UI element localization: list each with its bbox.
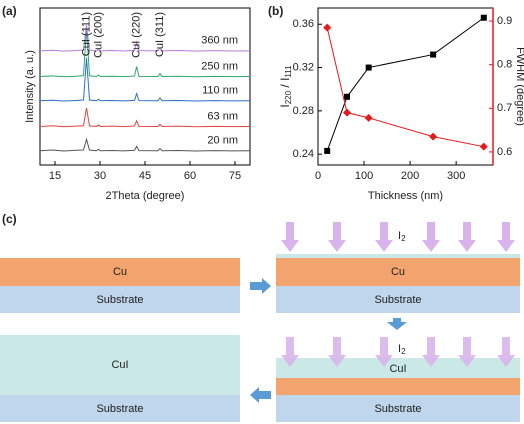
point <box>480 14 487 21</box>
peak-annotation: CuI (200) <box>92 12 104 58</box>
cui-layer <box>276 254 520 258</box>
layer-label: Cu <box>113 266 127 278</box>
y-tick-label: 0.32 <box>293 61 314 73</box>
reagent-label: I2 <box>398 230 406 243</box>
reagent: I <box>398 343 401 355</box>
series-line <box>326 17 485 152</box>
substrate <box>0 395 240 422</box>
y2-tick-label: 0.9 <box>497 15 512 27</box>
x-tick-label: 60 <box>184 170 196 182</box>
series-line <box>39 57 251 102</box>
peak-annotation: CuI (220) <box>131 12 143 58</box>
arrow <box>250 278 271 294</box>
y-axis-label-part: 111 <box>284 65 293 78</box>
series-line <box>39 27 251 78</box>
cu-layer <box>276 258 520 286</box>
series-line <box>326 27 484 148</box>
y-tick-label: 0.24 <box>293 148 314 160</box>
y2-tick-label: 0.6 <box>497 146 512 158</box>
substrate <box>0 286 240 313</box>
layer-label: CuI <box>111 359 128 371</box>
x-tick-label: 300 <box>447 170 465 182</box>
x-tick-label: 45 <box>139 170 151 182</box>
reagent-sub: 2 <box>401 347 406 356</box>
cu-layer <box>276 378 520 395</box>
series-line <box>39 25 251 52</box>
x-tick-label: 15 <box>49 170 61 182</box>
series-label: 63 nm <box>207 110 238 122</box>
y-axis-label: Intensity (a. u.) <box>24 50 36 123</box>
point <box>429 132 438 141</box>
reagent: I <box>398 230 401 242</box>
point <box>344 93 351 100</box>
series-line <box>39 137 251 152</box>
point <box>364 113 373 122</box>
reagent-label: I2 <box>398 343 406 356</box>
x-axis-label: Thickness (nm) <box>368 190 443 202</box>
series-label: 250 nm <box>201 60 238 72</box>
arrow <box>250 387 271 403</box>
x-tick-label: 30 <box>94 170 106 182</box>
substrate-label: Substrate <box>374 403 421 415</box>
x-tick-label: 200 <box>401 170 419 182</box>
y-axis-label-part: 220 <box>284 90 293 104</box>
point <box>479 142 488 151</box>
iodine-arrows <box>281 222 515 252</box>
cu-layer <box>0 258 240 286</box>
y-axis-label: I220 / I111 <box>278 65 293 108</box>
y-axis-label-part: I <box>278 104 292 107</box>
arrow <box>387 318 407 330</box>
point <box>323 23 332 32</box>
substrate-label: Substrate <box>96 403 143 415</box>
point <box>324 147 331 154</box>
plot-frame <box>317 7 494 166</box>
substrate <box>276 395 520 422</box>
y2-tick-label: 0.7 <box>497 102 512 114</box>
point <box>430 51 437 58</box>
series-line <box>39 107 251 128</box>
series-label: 20 nm <box>207 135 238 147</box>
panel-label: (c) <box>2 212 17 226</box>
substrate-label: Substrate <box>96 294 143 306</box>
x-tick-label: 0 <box>315 170 321 182</box>
cui-layer <box>0 335 240 395</box>
panel-label: (a) <box>2 4 17 18</box>
layer-label: Cu <box>391 266 405 278</box>
y2-axis-label: FWHM (degree) <box>514 47 524 126</box>
panel-label: (b) <box>268 4 283 18</box>
x-tick-label: 100 <box>355 170 373 182</box>
diagram: (c) Cu Substrate I2 Cu Substrate <box>0 212 520 422</box>
substrate-label: Substrate <box>374 294 421 306</box>
reagent-sub: 2 <box>401 234 406 243</box>
layer-label: CuI <box>389 363 406 375</box>
peak-annotation: CuI (111) <box>80 12 92 56</box>
plot-frame <box>39 7 251 166</box>
y-tick-label: 0.36 <box>293 18 314 30</box>
series-label: 360 nm <box>201 35 238 47</box>
peak-annotation: CuI (311) <box>154 12 166 57</box>
y2-tick-label: 0.8 <box>497 59 512 71</box>
series-label: 110 nm <box>202 85 238 97</box>
y-axis-label-part: / I <box>278 78 292 91</box>
substrate <box>276 286 520 313</box>
iodine-arrows <box>281 337 515 367</box>
point <box>343 108 352 117</box>
x-axis-label: 2Theta (degree) <box>106 190 185 202</box>
y-tick-label: 0.28 <box>293 105 314 117</box>
point <box>365 64 372 71</box>
x-tick-label: 75 <box>229 170 241 182</box>
